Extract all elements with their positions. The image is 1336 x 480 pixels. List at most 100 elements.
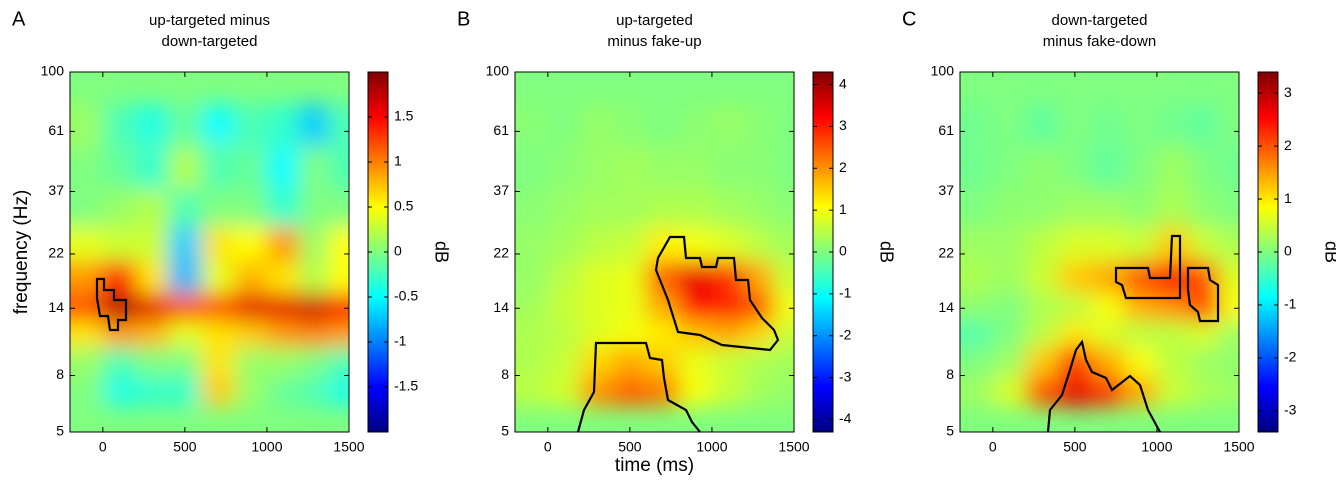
heatmap-cell — [1058, 188, 1092, 227]
heatmap-cell — [201, 376, 235, 407]
heatmap-cell — [679, 188, 713, 227]
x-tick-label: 500 — [173, 439, 197, 455]
heatmap-cell — [1058, 293, 1092, 321]
heatmap-cell — [102, 320, 137, 348]
y-tick-label: 61 — [48, 122, 64, 138]
colorbar-tick-label: -1.5 — [394, 378, 418, 394]
heatmap-cell — [646, 320, 680, 348]
y-tick-label: 5 — [946, 423, 954, 439]
heatmap-cell — [711, 104, 746, 144]
heatmap-cell — [580, 145, 614, 189]
heatmap-cell — [1025, 376, 1059, 407]
heatmap-cell — [1189, 145, 1219, 189]
heatmap-cell — [960, 346, 994, 377]
heatmap-cell — [1025, 346, 1059, 377]
y-tick-label: 100 — [41, 63, 65, 79]
heatmap-cell — [773, 226, 794, 262]
heatmap-cell — [135, 376, 169, 407]
heatmap-cell — [679, 376, 713, 407]
colorbar-tick-label: -0.5 — [394, 288, 418, 304]
y-tick-label: 22 — [48, 245, 64, 261]
heatmap-cell — [1025, 226, 1059, 262]
heatmap-cell — [328, 293, 349, 321]
heatmap-cell — [1218, 293, 1239, 321]
heatmap-cell — [1156, 320, 1191, 348]
heatmap-cell — [135, 188, 169, 227]
heatmap-cell — [201, 145, 235, 189]
heatmap-cell — [1189, 320, 1219, 348]
heatmap-cell — [773, 260, 794, 294]
heatmap-cell — [992, 260, 1027, 294]
heatmap-cell — [102, 104, 137, 144]
heatmap-cell — [168, 260, 202, 294]
heatmap-cell — [70, 188, 104, 227]
heatmap-cell — [992, 320, 1027, 348]
heatmap-cell — [135, 346, 169, 377]
heatmap-cell — [1218, 188, 1239, 227]
heatmap-cell — [992, 188, 1027, 227]
heatmap-cell — [580, 293, 614, 321]
heatmap — [70, 72, 349, 432]
heatmap-cell — [646, 226, 680, 262]
x-tick-label: 500 — [1063, 439, 1087, 455]
y-tick-label: 100 — [486, 63, 510, 79]
y-tick-label: 8 — [946, 366, 954, 382]
colorbar-tick-label: 2 — [1284, 137, 1292, 153]
y-tick-label: 8 — [56, 366, 64, 382]
chart-title: down-targeted — [1052, 12, 1148, 29]
heatmap-cell — [744, 226, 774, 262]
heatmap-cell — [70, 145, 104, 189]
heatmap-cell — [613, 260, 647, 294]
colorbar-tick-label: 0 — [1284, 243, 1292, 259]
heatmap-cell — [547, 188, 582, 227]
heatmap-cell — [547, 145, 582, 189]
heatmap-cell — [744, 346, 774, 377]
y-tick-label: 5 — [501, 423, 509, 439]
x-tick-label: 1500 — [1223, 439, 1254, 455]
heatmap-cell — [266, 226, 301, 262]
heatmap-cell — [515, 104, 549, 144]
heatmap-cell — [234, 293, 268, 321]
heatmap-cell — [328, 346, 349, 377]
heatmap-cell — [646, 376, 680, 407]
heatmap-cell — [328, 376, 349, 407]
heatmap-cell — [1189, 293, 1219, 321]
heatmap-cell — [1025, 188, 1059, 227]
colorbar-tick-label: 0.5 — [394, 198, 414, 214]
heatmap-cell — [135, 293, 169, 321]
heatmap — [960, 72, 1239, 432]
heatmap-cell — [168, 320, 202, 348]
heatmap-cell — [1189, 346, 1219, 377]
heatmap-cell — [1189, 226, 1219, 262]
heatmap-cell — [960, 104, 994, 144]
heatmap-cell — [1091, 104, 1125, 144]
colorbar-tick-label: 2 — [839, 159, 847, 175]
y-tick-label: 14 — [48, 299, 64, 315]
heatmap-cell — [1218, 376, 1239, 407]
heatmap-cell — [168, 104, 202, 144]
heatmap-cell — [580, 104, 614, 144]
heatmap-cell — [613, 145, 647, 189]
heatmap — [515, 72, 794, 432]
heatmap-cell — [135, 260, 169, 294]
heatmap-cell — [201, 188, 235, 227]
heatmap-cell — [328, 226, 349, 262]
heatmap-cell — [679, 293, 713, 321]
heatmap-cell — [135, 145, 169, 189]
heatmap-cell — [1218, 104, 1239, 144]
heatmap-cell — [515, 145, 549, 189]
colorbar-tick-label: -1 — [1284, 296, 1297, 312]
x-tick-label: 1000 — [251, 439, 282, 455]
heatmap-cell — [102, 376, 137, 407]
colorbar-label: dB — [1321, 241, 1336, 263]
colorbar-tick-label: -2 — [1284, 349, 1297, 365]
heatmap-cell — [547, 293, 582, 321]
heatmap-cell — [1156, 376, 1191, 407]
heatmap-cell — [1091, 188, 1125, 227]
heatmap-cell — [1091, 145, 1125, 189]
heatmap-cell — [711, 346, 746, 377]
heatmap-cell — [1124, 376, 1158, 407]
heatmap-cell — [1218, 145, 1239, 189]
